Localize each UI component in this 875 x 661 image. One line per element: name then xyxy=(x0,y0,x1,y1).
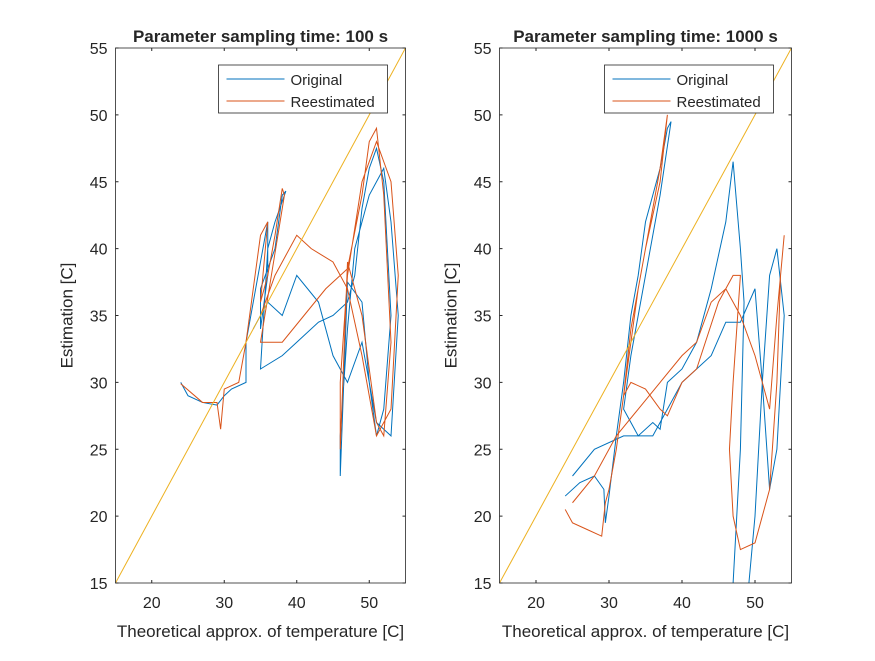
legend-label: Reestimated xyxy=(291,94,375,111)
legend: Original Reestimated xyxy=(604,64,774,114)
y-tick-label: 35 xyxy=(90,309,108,326)
data-line xyxy=(180,146,399,477)
x-tick-label: 30 xyxy=(600,595,618,612)
data-line xyxy=(564,121,785,583)
y-tick-label: 25 xyxy=(474,442,492,459)
x-tick-label: 20 xyxy=(143,595,161,612)
legend: Original Reestimated xyxy=(218,64,388,114)
chart-title: Parameter sampling time: 100 s xyxy=(133,27,388,46)
y-tick-label: 45 xyxy=(474,175,492,192)
y-tick-label: 30 xyxy=(474,375,492,392)
y-tick-label: 15 xyxy=(90,576,108,593)
y-tick-label: 55 xyxy=(90,41,108,58)
data-line xyxy=(180,126,399,450)
y-tick-label: 20 xyxy=(90,509,108,526)
axes: 20 30 40 50 15 20 25 30 35 40 45 50 55 Parameter samp… xyxy=(442,27,792,641)
y-tick-label: 15 xyxy=(474,576,492,593)
y-axis-label: Estimation [C] xyxy=(442,263,461,369)
y-tick-label: 50 xyxy=(474,108,492,125)
legend-label: Original xyxy=(291,72,343,89)
x-axis-label: Theoretical approx. of temperature [C] xyxy=(117,622,404,641)
legend-label: Original xyxy=(677,72,729,89)
data-layer xyxy=(115,48,406,583)
data-layer xyxy=(499,48,792,583)
data-line xyxy=(564,114,785,551)
x-tick-label: 30 xyxy=(215,595,233,612)
y-tick-label: 30 xyxy=(90,375,108,392)
y-tick-label: 50 xyxy=(90,108,108,125)
y-tick-label: 55 xyxy=(474,41,492,58)
x-tick-label: 40 xyxy=(288,595,306,612)
y-tick-label: 40 xyxy=(474,242,492,259)
legend-box xyxy=(604,64,774,114)
x-tick-label: 50 xyxy=(360,595,378,612)
y-tick-label: 35 xyxy=(474,309,492,326)
reference-line xyxy=(499,48,792,583)
chart-title: Parameter sampling time: 1000 s xyxy=(513,27,778,46)
y-axis-label: Estimation [C] xyxy=(58,263,77,369)
y-tick-label: 45 xyxy=(90,175,108,192)
x-tick-label: 50 xyxy=(746,595,764,612)
y-tick-label: 40 xyxy=(90,242,108,259)
x-tick-label: 40 xyxy=(673,595,691,612)
y-tick-label: 20 xyxy=(474,509,492,526)
legend-box xyxy=(218,64,388,114)
y-tick-label: 25 xyxy=(90,442,108,459)
x-axis-label: Theoretical approx. of temperature [C] xyxy=(502,622,789,641)
axes: 20 30 40 50 15 20 25 30 35 40 45 50 55 Parameter samp… xyxy=(58,27,406,641)
reference-line xyxy=(115,48,406,583)
legend-label: Reestimated xyxy=(677,94,761,111)
x-tick-label: 20 xyxy=(527,595,545,612)
